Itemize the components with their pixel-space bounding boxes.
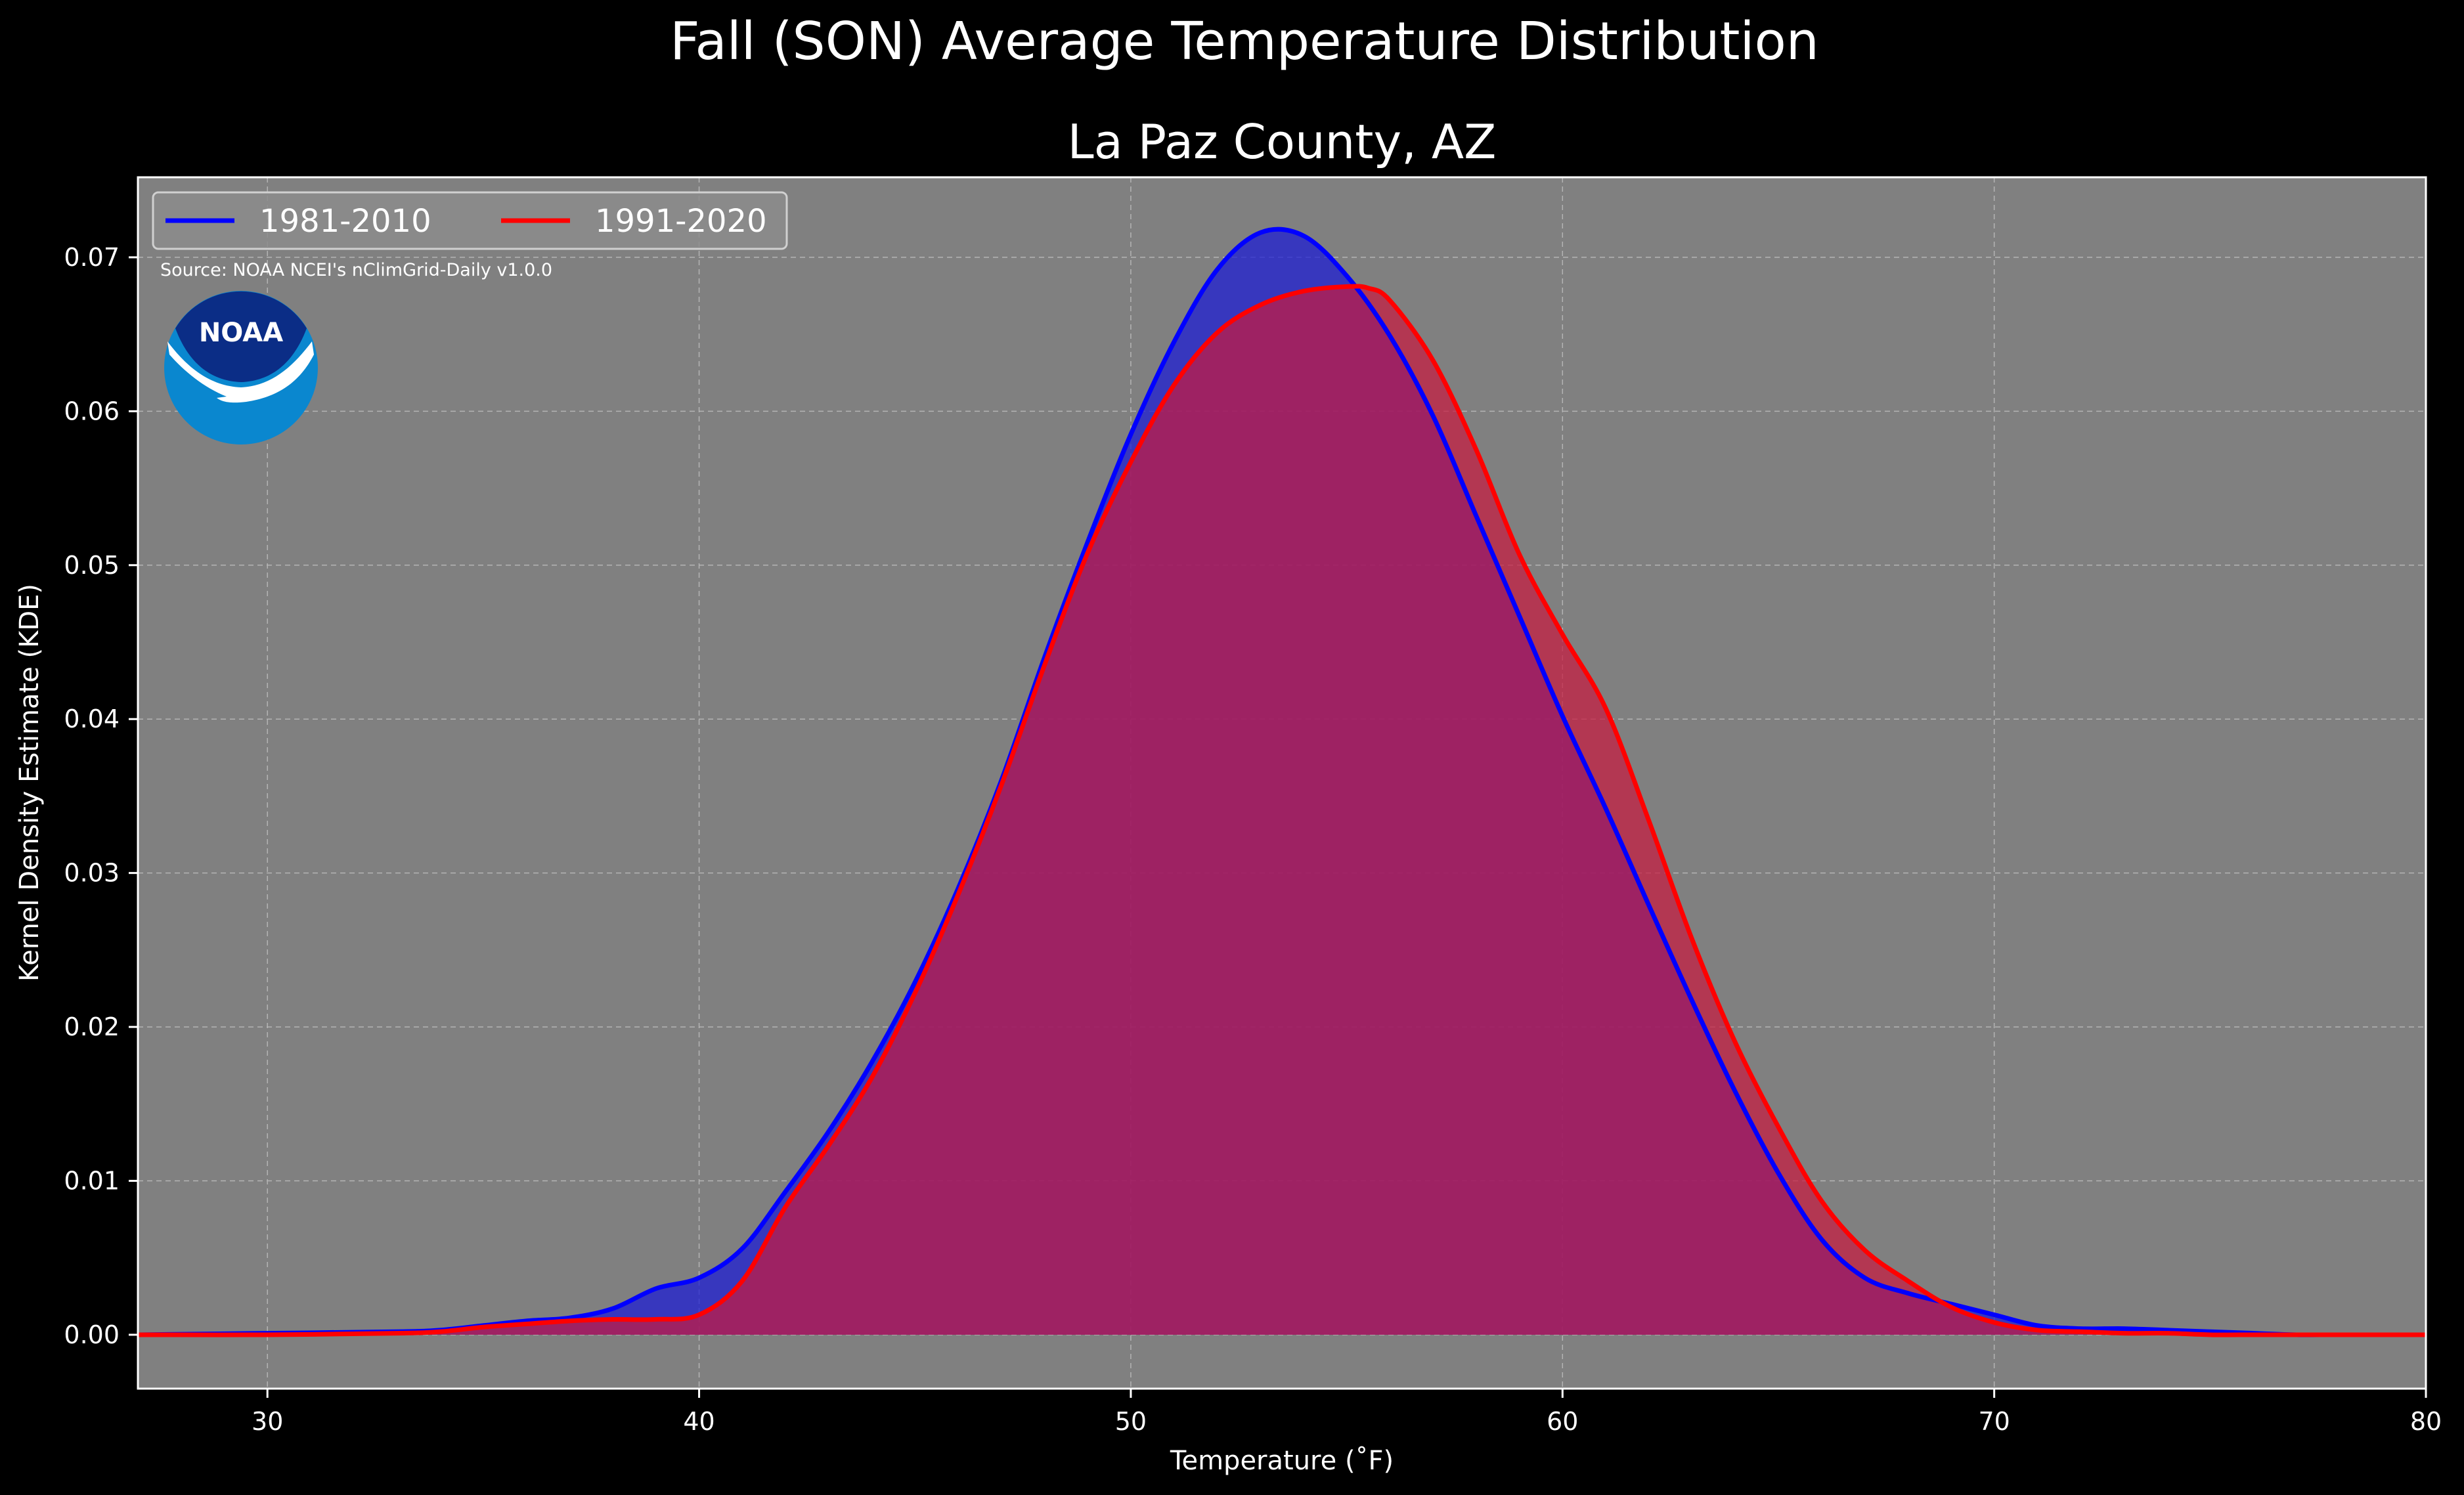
legend: 1981-2010 1991-2020 (152, 191, 788, 250)
noaa-logo-top (175, 291, 307, 382)
area-fill-1991-2020 (138, 286, 2426, 1335)
y-tick-label-0.04: 0.04 (64, 704, 120, 733)
y-tick-label-0.06: 0.06 (64, 397, 120, 425)
y-tick-label-0.00: 0.00 (64, 1320, 120, 1349)
chart-title: Fall (SON) Average Temperature Distribut… (670, 11, 1819, 72)
y-tick-label-0.07: 0.07 (64, 243, 120, 272)
x-tick-label-70: 70 (1978, 1407, 2010, 1436)
chart-subtitle: La Paz County, AZ (1068, 114, 1497, 169)
x-tick-label-40: 40 (683, 1407, 715, 1436)
series-lines (137, 227, 2426, 1337)
x-tick-label-30: 30 (252, 1407, 283, 1436)
y-axis: 0.00 0.01 0.02 0.03 0.04 0.05 0.06 0.07 (64, 243, 138, 1349)
noaa-logo: NOAA (164, 291, 318, 444)
noaa-logo-wave (167, 341, 314, 403)
plot-frame (137, 176, 2427, 1390)
legend-label-1991-2020: 1991-2020 (595, 203, 767, 240)
y-axis-label: Kernel Density Estimate (KDE) (14, 584, 45, 982)
x-tick-label-80: 80 (2410, 1407, 2442, 1436)
series-line-1991-2020 (137, 284, 2426, 1337)
x-tick-label-50: 50 (1115, 1407, 1147, 1436)
y-tick-label-0.03: 0.03 (64, 859, 120, 888)
noaa-logo-text: NOAA (199, 318, 283, 348)
legend-box (152, 191, 788, 250)
source-annotation: Source: NOAA NCEI's nClimGrid-Daily v1.0… (160, 260, 552, 280)
y-tick-label-0.05: 0.05 (64, 551, 120, 580)
series-fills (138, 229, 2426, 1335)
series-line-1981-2010 (137, 227, 2426, 1337)
legend-label-1981-2010: 1981-2010 (259, 203, 431, 240)
y-tick-label-0.02: 0.02 (64, 1012, 120, 1041)
x-axis: 30 40 50 60 70 80 (252, 1389, 2442, 1436)
y-tick-label-0.01: 0.01 (64, 1167, 120, 1196)
x-tick-label-60: 60 (1547, 1407, 1578, 1436)
x-axis-label: Temperature (˚F) (1170, 1446, 1394, 1476)
